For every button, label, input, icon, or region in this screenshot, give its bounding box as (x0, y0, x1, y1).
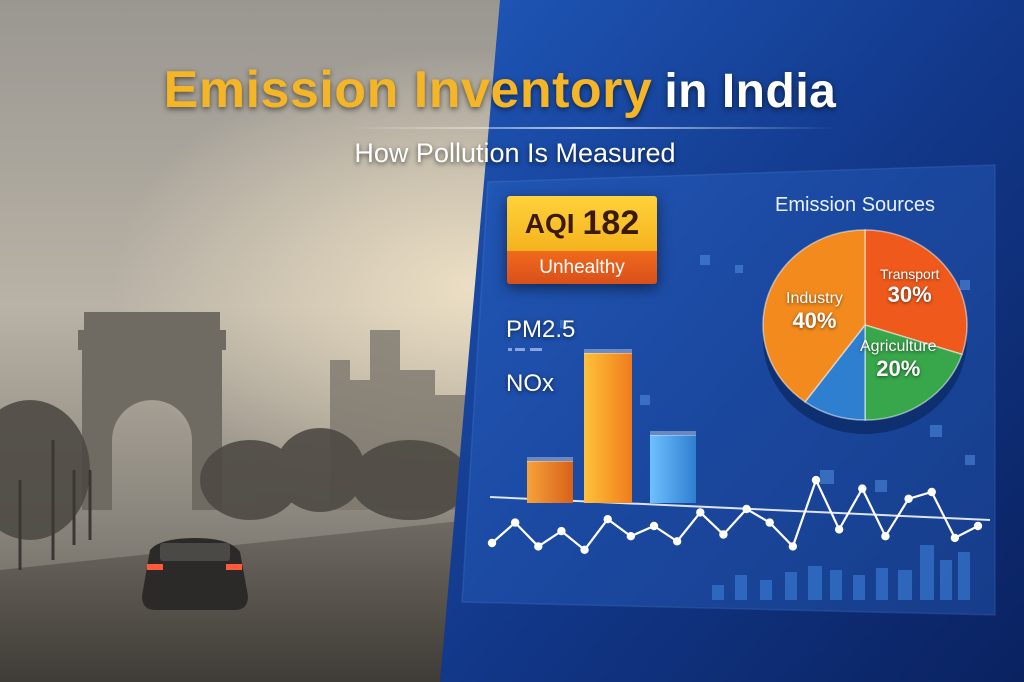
title-highlight: Emission Inventory (163, 61, 653, 119)
trend-point (950, 533, 960, 543)
bar-1 (584, 353, 632, 503)
trend-point (534, 542, 543, 551)
slice-percent-transport: 30% (887, 282, 932, 307)
bar-0 (527, 461, 573, 503)
title-rest: in India (664, 65, 837, 118)
trend-point (696, 508, 705, 517)
slice-name-transport: Transport (880, 266, 940, 282)
slice-label-industry: Industry 40% (786, 290, 843, 334)
trend-point (904, 494, 913, 503)
pm25-label: PM2.5 (506, 316, 576, 343)
bar-2 (650, 435, 696, 503)
trend-point (858, 484, 867, 493)
pie-slice-agriculture (864, 323, 963, 421)
slice-name-agriculture: Agriculture (860, 338, 937, 355)
trend-point (649, 521, 659, 531)
trend-point (881, 532, 890, 541)
trend-point (487, 538, 497, 548)
car-icon (142, 538, 248, 610)
aqi-status: Unhealthy (507, 251, 657, 284)
aqi-value: 182 (582, 204, 640, 242)
trend-point (742, 504, 751, 514)
trend-point (811, 475, 821, 485)
slice-label-agriculture: Agriculture 20% (860, 338, 936, 382)
aqi-badge: AQI 182 Unhealthy (507, 196, 657, 284)
bar-top-1 (584, 349, 632, 354)
trend-point (973, 521, 983, 531)
slice-name-industry: Industry (786, 290, 843, 307)
india-gate (78, 312, 226, 510)
pie-title: Emission Sources (775, 194, 936, 216)
trend-point (580, 545, 589, 554)
slice-label-transport: Transport 30% (880, 266, 939, 308)
trend-line (491, 477, 979, 552)
slice-percent-industry: 40% (792, 308, 837, 333)
trend-point (603, 515, 612, 524)
aqi-label: AQI (524, 207, 575, 239)
page-subtitle: How Pollution Is Measured (354, 138, 676, 168)
page-title: Emission Inventory in India (0, 60, 1000, 120)
pie-slice-transport (864, 229, 968, 356)
trend-point (834, 525, 844, 534)
bar-top-2 (650, 431, 696, 436)
trend-point (765, 518, 774, 527)
bar-top-0 (527, 457, 573, 462)
trend-point (719, 530, 728, 539)
trend-point (557, 526, 566, 536)
pie-slice-industry (762, 229, 866, 403)
trend-point (510, 518, 520, 527)
subtitle-divider (345, 127, 835, 129)
slice-percent-agriculture: 20% (876, 356, 921, 381)
trend-point (788, 542, 798, 551)
trend-point (672, 537, 682, 546)
nox-label: NOx (506, 370, 554, 397)
trend-point (626, 532, 636, 541)
trend-point (927, 487, 936, 497)
